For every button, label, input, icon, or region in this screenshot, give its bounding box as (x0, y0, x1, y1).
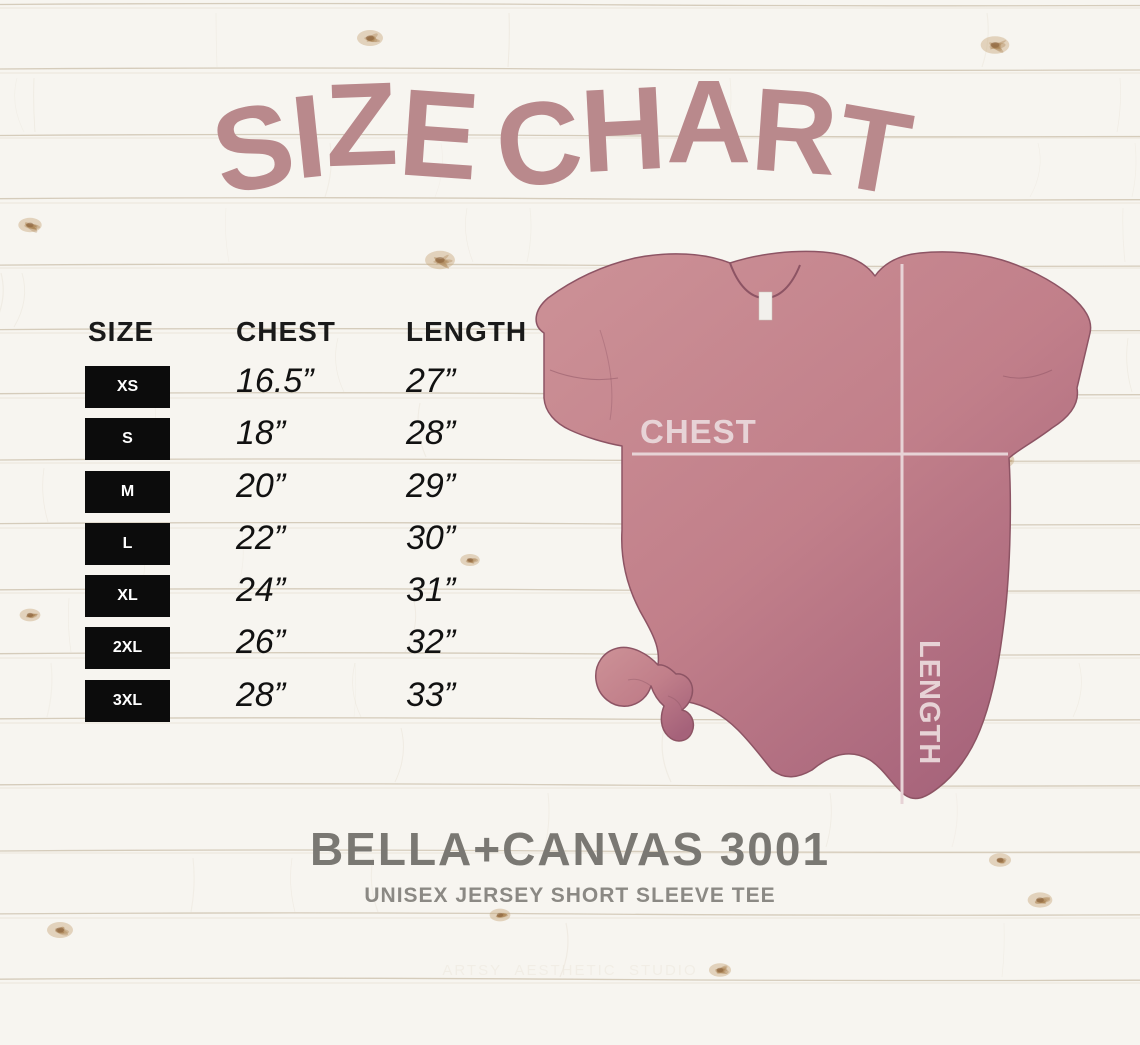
svg-text:LENGTH: LENGTH (913, 640, 945, 765)
svg-text:CHEST: CHEST (640, 413, 757, 450)
